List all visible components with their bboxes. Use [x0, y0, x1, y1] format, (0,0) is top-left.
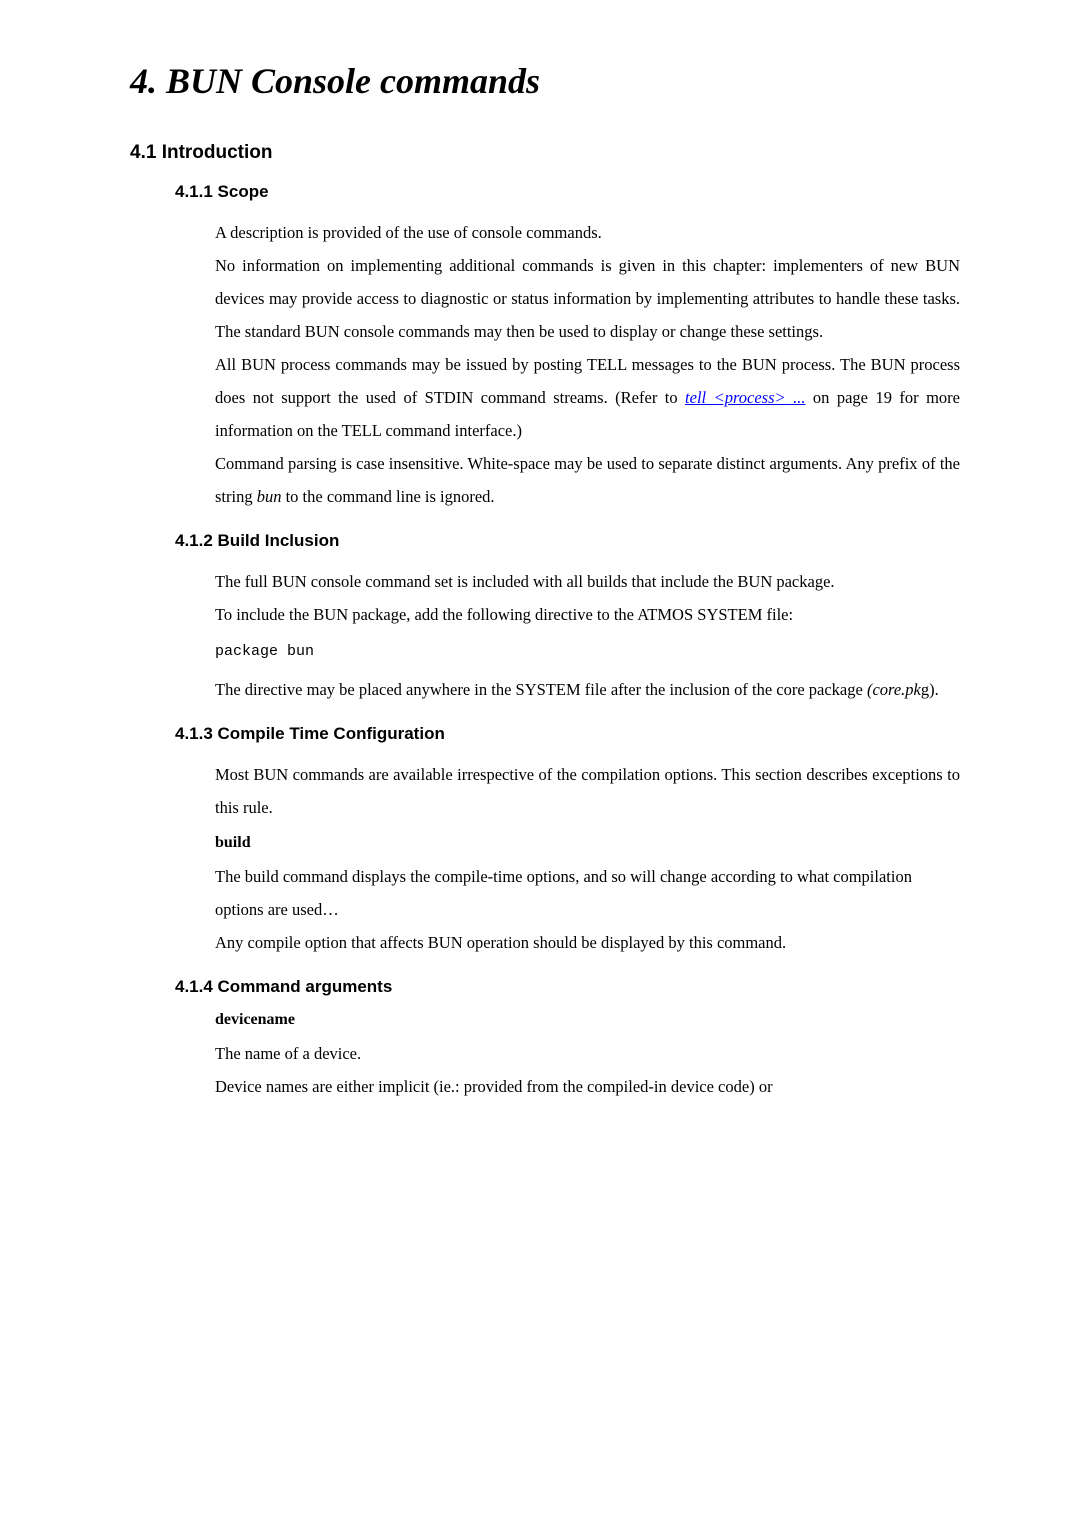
build-inclusion-para-3: The directive may be placed anywhere in … [215, 673, 960, 706]
command-arguments-para-2: Device names are either implicit (ie.: p… [215, 1070, 960, 1103]
section-compile-time-heading: 4.1.3 Compile Time Configuration [175, 724, 970, 744]
compile-time-body-2: The build command displays the compile-t… [215, 860, 960, 959]
compile-time-body: Most BUN commands are available irrespec… [215, 758, 960, 824]
scope-para-1: A description is provided of the use of … [215, 216, 960, 249]
build-inclusion-para-3b: g). [921, 680, 939, 699]
scope-para-2: No information on implementing additiona… [215, 249, 960, 348]
build-inclusion-para-3a: The directive may be placed anywhere in … [215, 680, 867, 699]
chapter-title: 4. BUN Console commands [130, 60, 970, 102]
scope-para-4: Command parsing is case insensitive. Whi… [215, 447, 960, 513]
command-arguments-body: The name of a device. Device names are e… [215, 1037, 960, 1103]
build-inclusion-para-1: The full BUN console command set is incl… [215, 565, 960, 598]
compile-time-para-2: The build command displays the compile-t… [215, 860, 960, 926]
build-inclusion-para-2: To include the BUN package, add the foll… [215, 598, 960, 631]
scope-para-4-italic: bun [257, 487, 282, 506]
section-scope-heading: 4.1.1 Scope [175, 182, 970, 202]
build-inclusion-body: The full BUN console command set is incl… [215, 565, 960, 706]
build-inclusion-para-3-italic: (core.pk [867, 680, 921, 699]
compile-time-para-3: Any compile option that affects BUN oper… [215, 926, 960, 959]
build-subheading: build [215, 834, 970, 852]
code-package-bun: package bun [215, 637, 960, 667]
scope-para-4b: to the command line is ignored. [281, 487, 494, 506]
compile-time-para-1: Most BUN commands are available irrespec… [215, 758, 960, 824]
scope-para-3: All BUN process commands may be issued b… [215, 348, 960, 447]
tell-process-link[interactable]: tell <process> ... [685, 388, 805, 407]
command-arguments-para-1: The name of a device. [215, 1037, 960, 1070]
section-command-arguments-heading: 4.1.4 Command arguments [175, 977, 970, 997]
section-build-inclusion-heading: 4.1.2 Build Inclusion [175, 531, 970, 551]
section-introduction-heading: 4.1 Introduction [130, 142, 970, 164]
scope-body: A description is provided of the use of … [215, 216, 960, 513]
devicename-subheading: devicename [215, 1011, 970, 1029]
